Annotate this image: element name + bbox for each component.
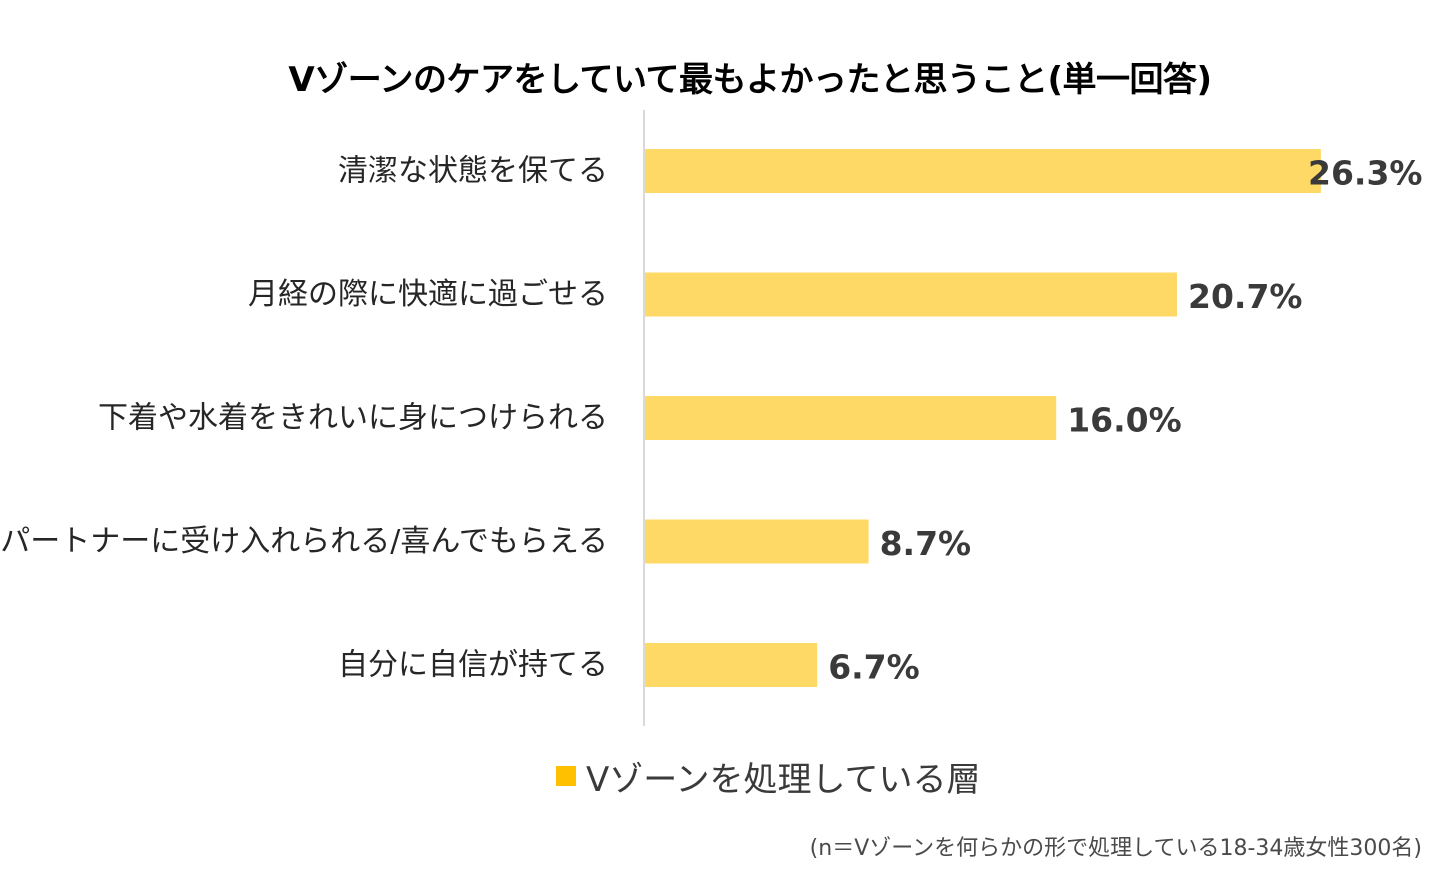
bars-group — [645, 149, 1321, 687]
category-label-2: 月経の際に快適に過ごせる — [248, 277, 608, 312]
value-label-5: 6.7% — [828, 648, 920, 687]
category-labels-group: 清潔な状態を保てる月経の際に快適に過ごせる下着や水着をきれいに身につけられるパー… — [0, 154, 608, 683]
chart-title: Vゾーンのケアをしていて最もよかったと思うこと(単一回答) — [288, 60, 1212, 100]
footnote: (n＝Vゾーンを何らかの形で処理している18-34歳女性300名) — [809, 836, 1422, 861]
category-label-5: 自分に自信が持てる — [338, 648, 608, 683]
value-label-4: 8.7% — [880, 524, 972, 563]
value-label-1: 26.3% — [1308, 154, 1423, 193]
bar-2 — [645, 272, 1177, 317]
legend-label: Vゾーンを処理している層 — [586, 759, 981, 800]
category-label-3: 下着や水着をきれいに身につけられる — [98, 401, 608, 436]
legend: Vゾーンを処理している層 — [556, 752, 981, 800]
category-label-4: パートナーに受け入れられる/喜んでもらえる — [0, 524, 608, 559]
legend-swatch — [556, 766, 576, 786]
category-label-1: 清潔な状態を保てる — [338, 154, 608, 189]
bar-1 — [645, 149, 1321, 193]
bar-4 — [645, 519, 869, 564]
value-labels-group: 26.3% 20.7% 16.0% 8.7% 6.7% — [828, 154, 1422, 687]
bar-3 — [645, 396, 1057, 440]
bar-5 — [645, 643, 818, 687]
value-label-3: 16.0% — [1067, 401, 1182, 440]
value-label-2: 20.7% — [1188, 277, 1303, 316]
